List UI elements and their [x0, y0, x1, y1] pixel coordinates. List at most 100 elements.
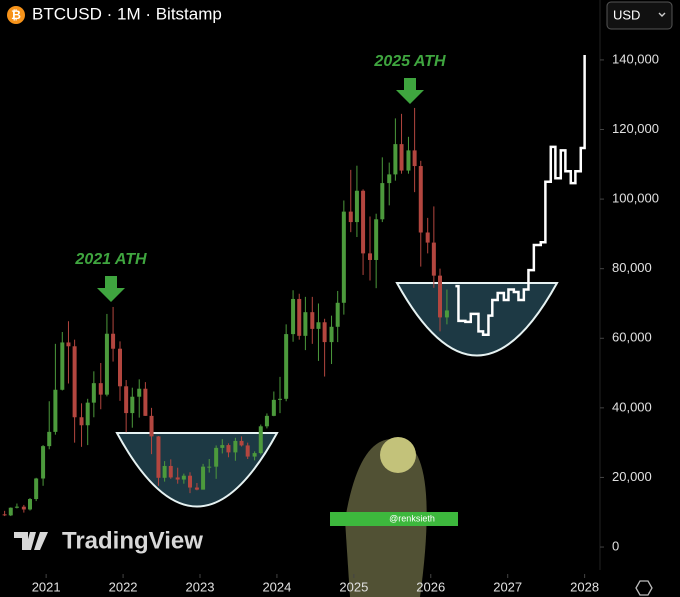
- y-tick-label: 0: [612, 538, 619, 553]
- candle-body: [303, 312, 308, 336]
- annotation: 2025 ATH: [373, 53, 446, 70]
- candle-body: [399, 144, 404, 171]
- watermark-logo: [14, 532, 48, 550]
- candle-body: [98, 383, 103, 395]
- arrow: [97, 276, 125, 302]
- candle-body: [72, 346, 77, 418]
- candle-body: [297, 298, 302, 336]
- candle-body: [91, 383, 96, 403]
- dropdown-caret: [658, 12, 666, 17]
- candle-body: [368, 253, 372, 260]
- candle-body: [393, 144, 398, 175]
- candle-body: [444, 310, 449, 318]
- candle-body: [34, 478, 39, 500]
- candle-body: [175, 477, 180, 480]
- candle-body: [252, 453, 257, 457]
- candle-body: [284, 334, 289, 399]
- y-tick-label: 120,000: [612, 121, 659, 136]
- y-tick-label: 40,000: [612, 399, 652, 414]
- y-tick-label: 100,000: [612, 191, 659, 206]
- candle-body: [425, 232, 430, 243]
- candle-body: [239, 440, 244, 446]
- x-tick-label: 2025: [339, 579, 368, 594]
- candle-body: [271, 399, 276, 416]
- candle-body: [291, 298, 296, 335]
- candle-body: [66, 342, 71, 347]
- candle-body: [118, 348, 122, 387]
- x-tick-label: 2024: [262, 579, 291, 594]
- annotation: 2021 ATH: [74, 251, 147, 268]
- y-tick-label: 60,000: [612, 330, 652, 345]
- candle-body: [156, 436, 161, 478]
- candle-body: [438, 275, 442, 318]
- candle-body: [14, 506, 19, 508]
- chart-title: BTCUSD · 1M · Bitstamp: [32, 4, 222, 23]
- projection-line: [455, 55, 586, 337]
- candle-body: [406, 150, 411, 171]
- arrow: [396, 78, 424, 104]
- candle-body: [188, 475, 192, 488]
- candle-body: [79, 417, 84, 426]
- candle-body: [214, 447, 219, 467]
- x-tick-label: 2027: [493, 579, 522, 594]
- candle-body: [310, 312, 315, 329]
- candle-body: [245, 445, 250, 457]
- cup-annotations: [115, 282, 559, 508]
- settings-icon[interactable]: [635, 580, 653, 596]
- sticker-bar: [330, 512, 458, 526]
- candle-body: [335, 302, 340, 327]
- candle-body: [168, 465, 173, 478]
- x-tick-label: 2028: [570, 579, 599, 594]
- candle-body: [322, 322, 327, 343]
- candle-body: [137, 388, 142, 397]
- y-tick-label: 80,000: [612, 260, 652, 275]
- watermark: TradingView: [14, 527, 203, 554]
- x-tick-label: 2023: [186, 579, 215, 594]
- candle-body: [28, 499, 32, 510]
- candle-body: [233, 440, 238, 453]
- candle-body: [162, 465, 167, 478]
- y-tick-label: 20,000: [612, 469, 652, 484]
- candle-body: [111, 333, 116, 349]
- bitcoin-symbol: ₿: [11, 8, 21, 22]
- currency-selector[interactable]: [606, 1, 673, 30]
- candle-body: [374, 219, 379, 260]
- credit: @renksieth: [389, 513, 435, 523]
- candle-body: [2, 514, 7, 516]
- candle-body: [53, 389, 58, 432]
- candle-body: [130, 396, 135, 414]
- candle-body: [329, 326, 334, 343]
- x-tick-label: 2021: [32, 579, 61, 594]
- candle-body: [47, 431, 52, 447]
- bitcoin-icon: [7, 6, 25, 24]
- candle-body: [143, 388, 148, 416]
- cup-2026: [395, 282, 559, 357]
- candle-body: [431, 242, 436, 276]
- candle-body: [264, 415, 269, 427]
- candle-body: [220, 445, 225, 448]
- x-tick-label: 2022: [109, 579, 138, 594]
- candle-body: [207, 466, 212, 468]
- x-tick-label: 2026: [416, 579, 445, 594]
- candle-body: [201, 466, 206, 490]
- candle-body: [278, 398, 282, 400]
- candle-body: [8, 507, 13, 516]
- y-tick-label: 140,000: [612, 51, 659, 66]
- settings-hexagon[interactable]: [635, 580, 653, 596]
- sticker: @renksieth: [330, 437, 458, 597]
- candle-body: [85, 402, 90, 426]
- candle-body: [418, 166, 423, 233]
- candle-body: [387, 174, 392, 184]
- candle-body: [341, 211, 346, 303]
- candle-body: [181, 475, 186, 480]
- candle-body: [354, 190, 359, 223]
- candle-body: [361, 190, 366, 254]
- candle-body: [412, 150, 417, 167]
- candle-body: [41, 446, 46, 479]
- plot: [2, 55, 586, 517]
- candle-body: [316, 322, 321, 329]
- candle-body: [60, 342, 65, 390]
- candle-body: [258, 426, 263, 454]
- candle-body: [124, 386, 129, 414]
